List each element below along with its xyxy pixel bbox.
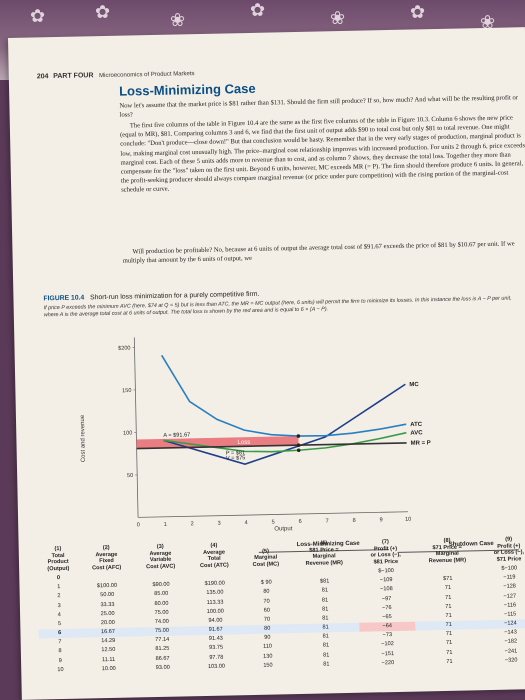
x-tick-label: 7	[326, 518, 329, 524]
x-tick-label: 1	[164, 522, 167, 528]
series-label: ATC	[410, 422, 423, 428]
y-tick-label: 50	[127, 473, 133, 479]
series-label: AVC	[410, 430, 423, 436]
section-heading: Loss-Minimizing Case	[118, 80, 256, 99]
series-line-atc	[160, 354, 407, 437]
series-label: MR = P	[411, 440, 431, 446]
column-header: (7) Profit (+) or Loss (−), $81 Price	[357, 538, 413, 568]
column-header-line: Revenue (MR)	[428, 557, 467, 565]
flower-icon: ✿	[250, 0, 266, 21]
loss-minimization-chart: Loss MC ATC AVC MR = P 0 1 2 3 4 5 6 7 8 9 10 50 100 150…	[80, 337, 431, 533]
column-header: (5) Marginal Cost (MC)	[241, 540, 291, 569]
y-tick-label: $200	[118, 346, 131, 352]
running-header: 204 PART FOUR Microeconomics of Product …	[37, 70, 195, 80]
x-axis	[138, 511, 409, 518]
x-tick-label: 2	[191, 521, 194, 527]
y-tick-label: 100	[123, 430, 132, 436]
table-cell: 81	[323, 661, 330, 668]
column-header: (3) Average Variable Cost (AVC)	[133, 542, 188, 571]
column-header: (4) Average Total Cost (ATC)	[187, 541, 241, 570]
data-point	[296, 448, 301, 453]
series-label: MC	[409, 382, 419, 388]
column-header: (1) Total Product (Output)	[37, 545, 80, 574]
column-header: (8) $71 Price = Marginal Revenue (MR)	[413, 536, 481, 566]
flower-icon: ✿	[95, 2, 111, 23]
x-tick-label: 5	[272, 520, 275, 526]
x-tick-label: 6	[299, 519, 302, 525]
series-line-mc	[163, 383, 406, 465]
column-header-line: Cost (AVC)	[146, 563, 176, 571]
flower-icon: ❀	[170, 10, 186, 31]
x-tick-label: 4	[245, 520, 248, 526]
table-cell: −320	[504, 657, 518, 664]
table-cell: 93.00	[155, 664, 170, 671]
flower-icon: ✿	[30, 6, 46, 27]
chart-grid	[133, 337, 409, 518]
x-tick-label: 3	[218, 521, 221, 527]
data-point	[296, 434, 301, 438]
table-cell: −220	[381, 659, 395, 667]
loss-label: Loss	[237, 440, 250, 446]
x-axis-label: Output	[274, 526, 292, 532]
column-header-line: Cost (ATC)	[199, 562, 229, 569]
table-cell: 150	[263, 662, 273, 669]
table-cell: 10	[57, 666, 64, 673]
data-point	[296, 443, 301, 447]
y-axis	[133, 337, 139, 518]
column-header-line: Revenue (MR)	[305, 559, 343, 567]
x-tick-label: 9	[380, 517, 383, 523]
column-header: (2) Average Fixed Cost (AFC)	[79, 543, 134, 573]
y-tick-label: 150	[122, 388, 131, 394]
page-number: 204	[36, 73, 49, 81]
paragraph: The first five columns of the table in F…	[119, 114, 525, 195]
atc-point-label: A = $91.67	[163, 432, 190, 439]
column-header-line: $81 Price	[373, 558, 399, 566]
table-cell: 103.00	[207, 663, 226, 670]
column-header-line: Cost (MC)	[252, 561, 280, 568]
avc-point-label: V = $75	[226, 455, 246, 461]
flower-icon: ❀	[330, 8, 346, 29]
series-line-avc	[163, 431, 407, 453]
column-header: (6) $81 Price = Marginal Revenue (MR)	[290, 539, 358, 569]
cost-revenue-table: (1) Total Product (Output) (2) Average Fixed Co…	[37, 535, 525, 675]
series-line-mr-p	[136, 442, 407, 450]
book-title: Microeconomics of Product Markets	[99, 71, 195, 80]
column-header-line: $71 Price	[496, 556, 522, 563]
column-header-line: Cost (AFC)	[91, 564, 122, 572]
table-cell: 10.00	[101, 665, 116, 673]
part-label: PART FOUR	[53, 72, 94, 81]
price-point-label: P = $81	[226, 450, 245, 456]
column-header: (9) Profit (+) or Loss (−), $71 Price	[481, 535, 525, 565]
x-tick-label: 0	[137, 522, 140, 528]
table-cell: 71	[446, 658, 453, 665]
x-tick-label: 8	[353, 518, 356, 524]
paragraph: Will production be profitable? No, becau…	[122, 240, 515, 265]
x-tick-label: 10	[405, 517, 411, 523]
figure-label: FIGURE 10.4	[43, 294, 85, 303]
y-axis-label: Cost and revenue	[80, 414, 87, 462]
flower-icon: ✿	[410, 2, 426, 23]
textbook-page: 204 PART FOUR Microeconomics of Product …	[8, 27, 525, 700]
column-header-line: (Output)	[47, 565, 70, 573]
figure-heading: Short-run loss minimization for a purely…	[90, 290, 260, 302]
